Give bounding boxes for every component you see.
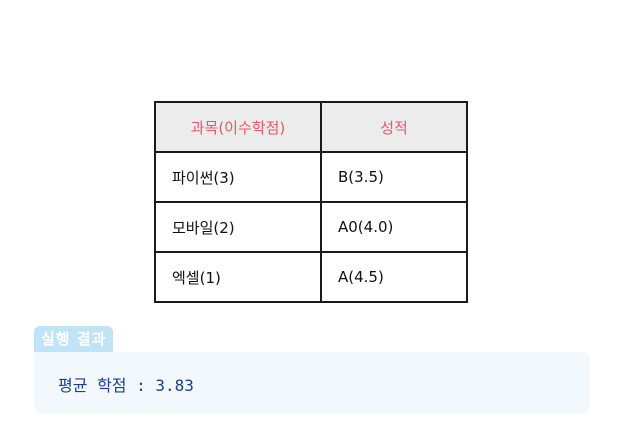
table-header-row: 과목(이수학점) 성적 bbox=[154, 101, 468, 153]
cell-subject: 엑셀(1) bbox=[154, 251, 322, 303]
result-label-badge: 실행 결과 bbox=[34, 326, 114, 352]
header-grade: 성적 bbox=[320, 101, 468, 153]
table-row: 엑셀(1) A(4.5) bbox=[154, 251, 468, 303]
cell-grade: A0(4.0) bbox=[320, 201, 468, 253]
result-output-text: 평균 학점 : 3.83 bbox=[58, 376, 194, 395]
cell-grade: A(4.5) bbox=[320, 251, 468, 303]
header-subject: 과목(이수학점) bbox=[154, 101, 322, 153]
cell-grade: B(3.5) bbox=[320, 151, 468, 203]
cell-subject: 모바일(2) bbox=[154, 201, 322, 253]
cell-subject: 파이썬(3) bbox=[154, 151, 322, 203]
table-row: 모바일(2) A0(4.0) bbox=[154, 201, 468, 253]
result-output-box: 평균 학점 : 3.83 bbox=[34, 352, 590, 414]
table-row: 파이썬(3) B(3.5) bbox=[154, 151, 468, 203]
grade-table: 과목(이수학점) 성적 파이썬(3) B(3.5) 모바일(2) A0(4.0)… bbox=[154, 101, 468, 303]
